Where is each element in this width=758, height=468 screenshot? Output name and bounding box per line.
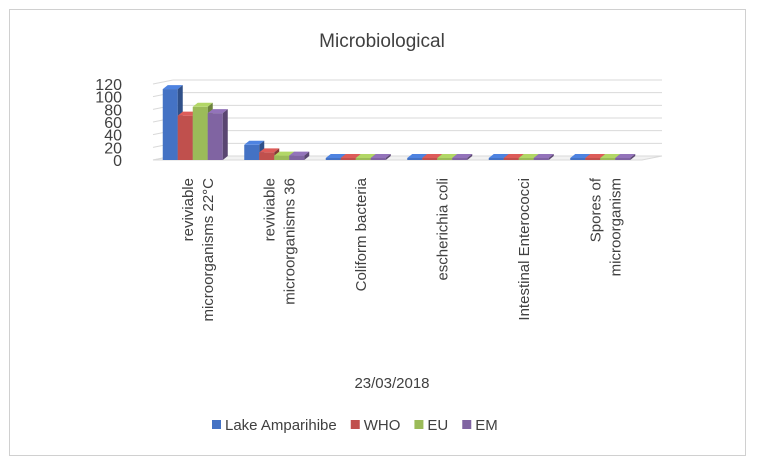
bar-front <box>422 158 438 160</box>
bar-front <box>615 158 631 160</box>
legend: Lake Amparihibe WHO EU EM <box>212 417 498 434</box>
legend-swatch <box>212 420 221 429</box>
category-label: escherichia coli <box>434 178 451 281</box>
legend-label: WHO <box>364 417 401 434</box>
legend-swatch <box>414 420 424 429</box>
bar-front <box>274 155 290 160</box>
bar-top <box>162 85 183 90</box>
grid <box>152 79 663 161</box>
category-label: microorganisms 22°C <box>200 178 217 322</box>
bar-top <box>585 154 606 158</box>
bar-front <box>585 158 601 160</box>
bar-top <box>600 154 621 158</box>
bar-front <box>207 113 223 160</box>
gridline-depth <box>152 79 174 85</box>
bar-top <box>259 148 280 153</box>
bar-top <box>370 154 391 158</box>
bar-front <box>503 158 519 160</box>
bar <box>370 154 391 160</box>
bar-top <box>437 154 458 158</box>
bar-front <box>452 158 468 160</box>
legend-swatch <box>350 420 360 429</box>
bar-front <box>437 158 453 160</box>
y-tick-label: 60 <box>104 115 122 132</box>
chart-title: Microbiological <box>319 31 445 52</box>
bar-top <box>289 151 310 156</box>
category-label: Coliform bacteria <box>353 177 370 291</box>
category-label: reviviable <box>180 178 197 241</box>
bar-side <box>222 109 228 160</box>
chart-frame <box>9 9 746 456</box>
bar-front <box>518 158 534 160</box>
bar-top <box>615 154 636 158</box>
legend-label: EM <box>475 417 498 434</box>
bar-front <box>192 106 208 160</box>
bar-front <box>407 158 423 160</box>
bar-front <box>533 158 549 160</box>
category-label: reviviable <box>261 178 278 241</box>
bar-front <box>162 89 178 160</box>
bar <box>207 109 228 160</box>
y-tick-label: 40 <box>104 128 122 145</box>
bar-top <box>192 102 213 107</box>
bar-top <box>340 154 361 158</box>
x-axis-categories: reviviable microorganisms 22°C reviviable m… <box>180 177 625 321</box>
y-tick-label: 20 <box>104 140 122 157</box>
bar-front <box>259 152 275 160</box>
bar-top <box>570 154 591 158</box>
category-label: microorganisms 36 <box>281 178 298 305</box>
bar-top <box>274 151 295 156</box>
bar-front <box>570 158 586 160</box>
bar-side <box>548 154 554 160</box>
bar-front <box>488 158 504 160</box>
bar-top <box>355 154 376 158</box>
y-tick-label: 120 <box>95 77 122 94</box>
legend-swatch <box>462 420 472 429</box>
bar-top <box>503 154 524 158</box>
bar-front <box>289 155 305 160</box>
y-tick-label: 0 <box>113 153 122 170</box>
bar <box>533 154 554 160</box>
y-tick-label: 80 <box>104 102 122 119</box>
bar-front <box>325 158 341 160</box>
bar-front <box>244 144 260 160</box>
bar <box>289 151 310 160</box>
bar-front <box>370 158 386 160</box>
legend-label: Lake Amparihibe <box>225 417 337 434</box>
bar-top <box>422 154 443 158</box>
bars <box>162 85 636 160</box>
bar-top <box>488 154 509 158</box>
category-label: microorganism <box>607 178 624 276</box>
bar-front <box>177 115 193 160</box>
bar-top <box>407 154 428 158</box>
bar-top <box>244 140 265 145</box>
bar-front <box>340 158 356 160</box>
category-label: Intestinal Enterococci <box>516 178 533 321</box>
y-tick-label: 100 <box>95 90 122 107</box>
x-axis-title: 23/03/2018 <box>354 375 429 392</box>
bar-top <box>518 154 539 158</box>
bar-front <box>600 158 616 160</box>
legend-label: EU <box>427 417 448 434</box>
bar-side <box>467 154 473 160</box>
bar-top <box>207 109 228 114</box>
bar-front <box>355 158 371 160</box>
bar-side <box>385 154 391 160</box>
bar-top <box>533 154 554 158</box>
bar-top <box>452 154 473 158</box>
bar <box>452 154 473 160</box>
bar <box>244 140 265 160</box>
bar-top <box>325 154 346 158</box>
bar-side <box>304 151 310 160</box>
bar <box>615 154 636 160</box>
bar-side <box>630 154 636 160</box>
category-label: Spores of <box>587 177 604 242</box>
